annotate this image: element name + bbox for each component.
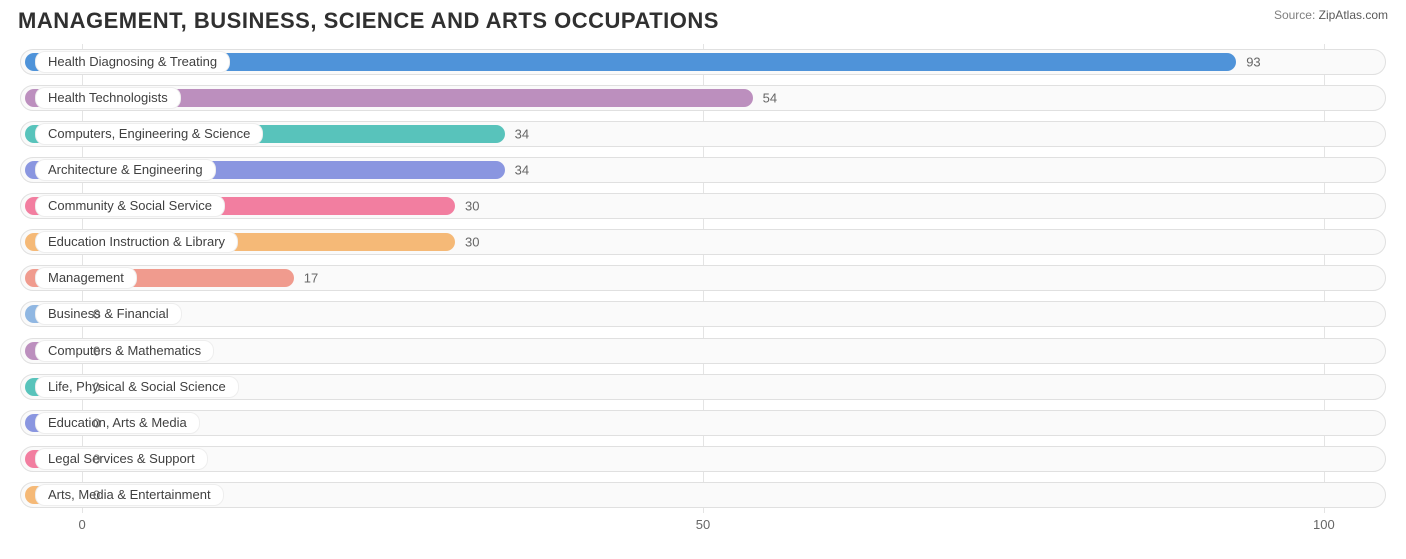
chart-container: MANAGEMENT, BUSINESS, SCIENCE AND ARTS O… [0, 0, 1406, 559]
source-label: Source: [1274, 8, 1315, 22]
bar-label: Arts, Media & Entertainment [35, 484, 224, 506]
bar-track: Computers & Mathematics0 [20, 338, 1386, 364]
x-axis-tick: 50 [696, 517, 710, 532]
bar-value: 30 [465, 235, 479, 250]
bar-value: 54 [763, 91, 777, 106]
bar-label: Business & Financial [35, 303, 182, 325]
bar-value: 0 [93, 379, 100, 394]
bar-track: Architecture & Engineering 34 [20, 157, 1386, 183]
chart-title: MANAGEMENT, BUSINESS, SCIENCE AND ARTS O… [18, 8, 719, 34]
source-value: ZipAtlas.com [1319, 8, 1388, 22]
bar-value: 34 [515, 127, 529, 142]
bars-group: Health Diagnosing & Treating 93 Health Tec… [20, 44, 1386, 513]
bar-value: 0 [93, 451, 100, 466]
bar-track: Legal Services & Support0 [20, 446, 1386, 472]
bar-track: Management 17 [20, 265, 1386, 291]
bar-track: Life, Physical & Social Science0 [20, 374, 1386, 400]
bar-track: Education Instruction & Library 30 [20, 229, 1386, 255]
chart-source: Source: ZipAtlas.com [1274, 8, 1388, 22]
x-axis-tick: 0 [78, 517, 85, 532]
bar-value: 34 [515, 163, 529, 178]
bar-label: Health Diagnosing & Treating [35, 51, 230, 73]
bar-track: Education, Arts & Media0 [20, 410, 1386, 436]
bar-label: Life, Physical & Social Science [35, 376, 239, 398]
bar-value: 93 [1246, 55, 1260, 70]
bar-value: 0 [93, 307, 100, 322]
plot-area: Health Diagnosing & Treating 93 Health Tec… [20, 44, 1386, 513]
bar-label: Legal Services & Support [35, 448, 208, 470]
bar-label: Architecture & Engineering [35, 159, 216, 181]
bar-label: Health Technologists [35, 87, 181, 109]
x-axis: 0 50 100 [20, 517, 1386, 537]
bar-value: 0 [93, 487, 100, 502]
chart-body: Health Diagnosing & Treating 93 Health Tec… [0, 38, 1406, 543]
bar-value: 0 [93, 343, 100, 358]
bar-value: 0 [93, 415, 100, 430]
bar-label: Education Instruction & Library [35, 231, 238, 253]
x-axis-tick: 100 [1313, 517, 1335, 532]
bar-track: Health Technologists 54 [20, 85, 1386, 111]
bar-label: Community & Social Service [35, 195, 225, 217]
bar-value: 17 [304, 271, 318, 286]
bar-track: Business & Financial0 [20, 301, 1386, 327]
bar-value: 30 [465, 199, 479, 214]
bar-track: Health Diagnosing & Treating 93 [20, 49, 1386, 75]
bar-label: Education, Arts & Media [35, 412, 200, 434]
bar-track: Computers, Engineering & Science 34 [20, 121, 1386, 147]
bar-track: Arts, Media & Entertainment0 [20, 482, 1386, 508]
bar-track: Community & Social Service 30 [20, 193, 1386, 219]
bar-label: Management [35, 267, 137, 289]
bar-label: Computers & Mathematics [35, 340, 214, 362]
chart-header: MANAGEMENT, BUSINESS, SCIENCE AND ARTS O… [0, 0, 1406, 38]
bar-label: Computers, Engineering & Science [35, 123, 263, 145]
